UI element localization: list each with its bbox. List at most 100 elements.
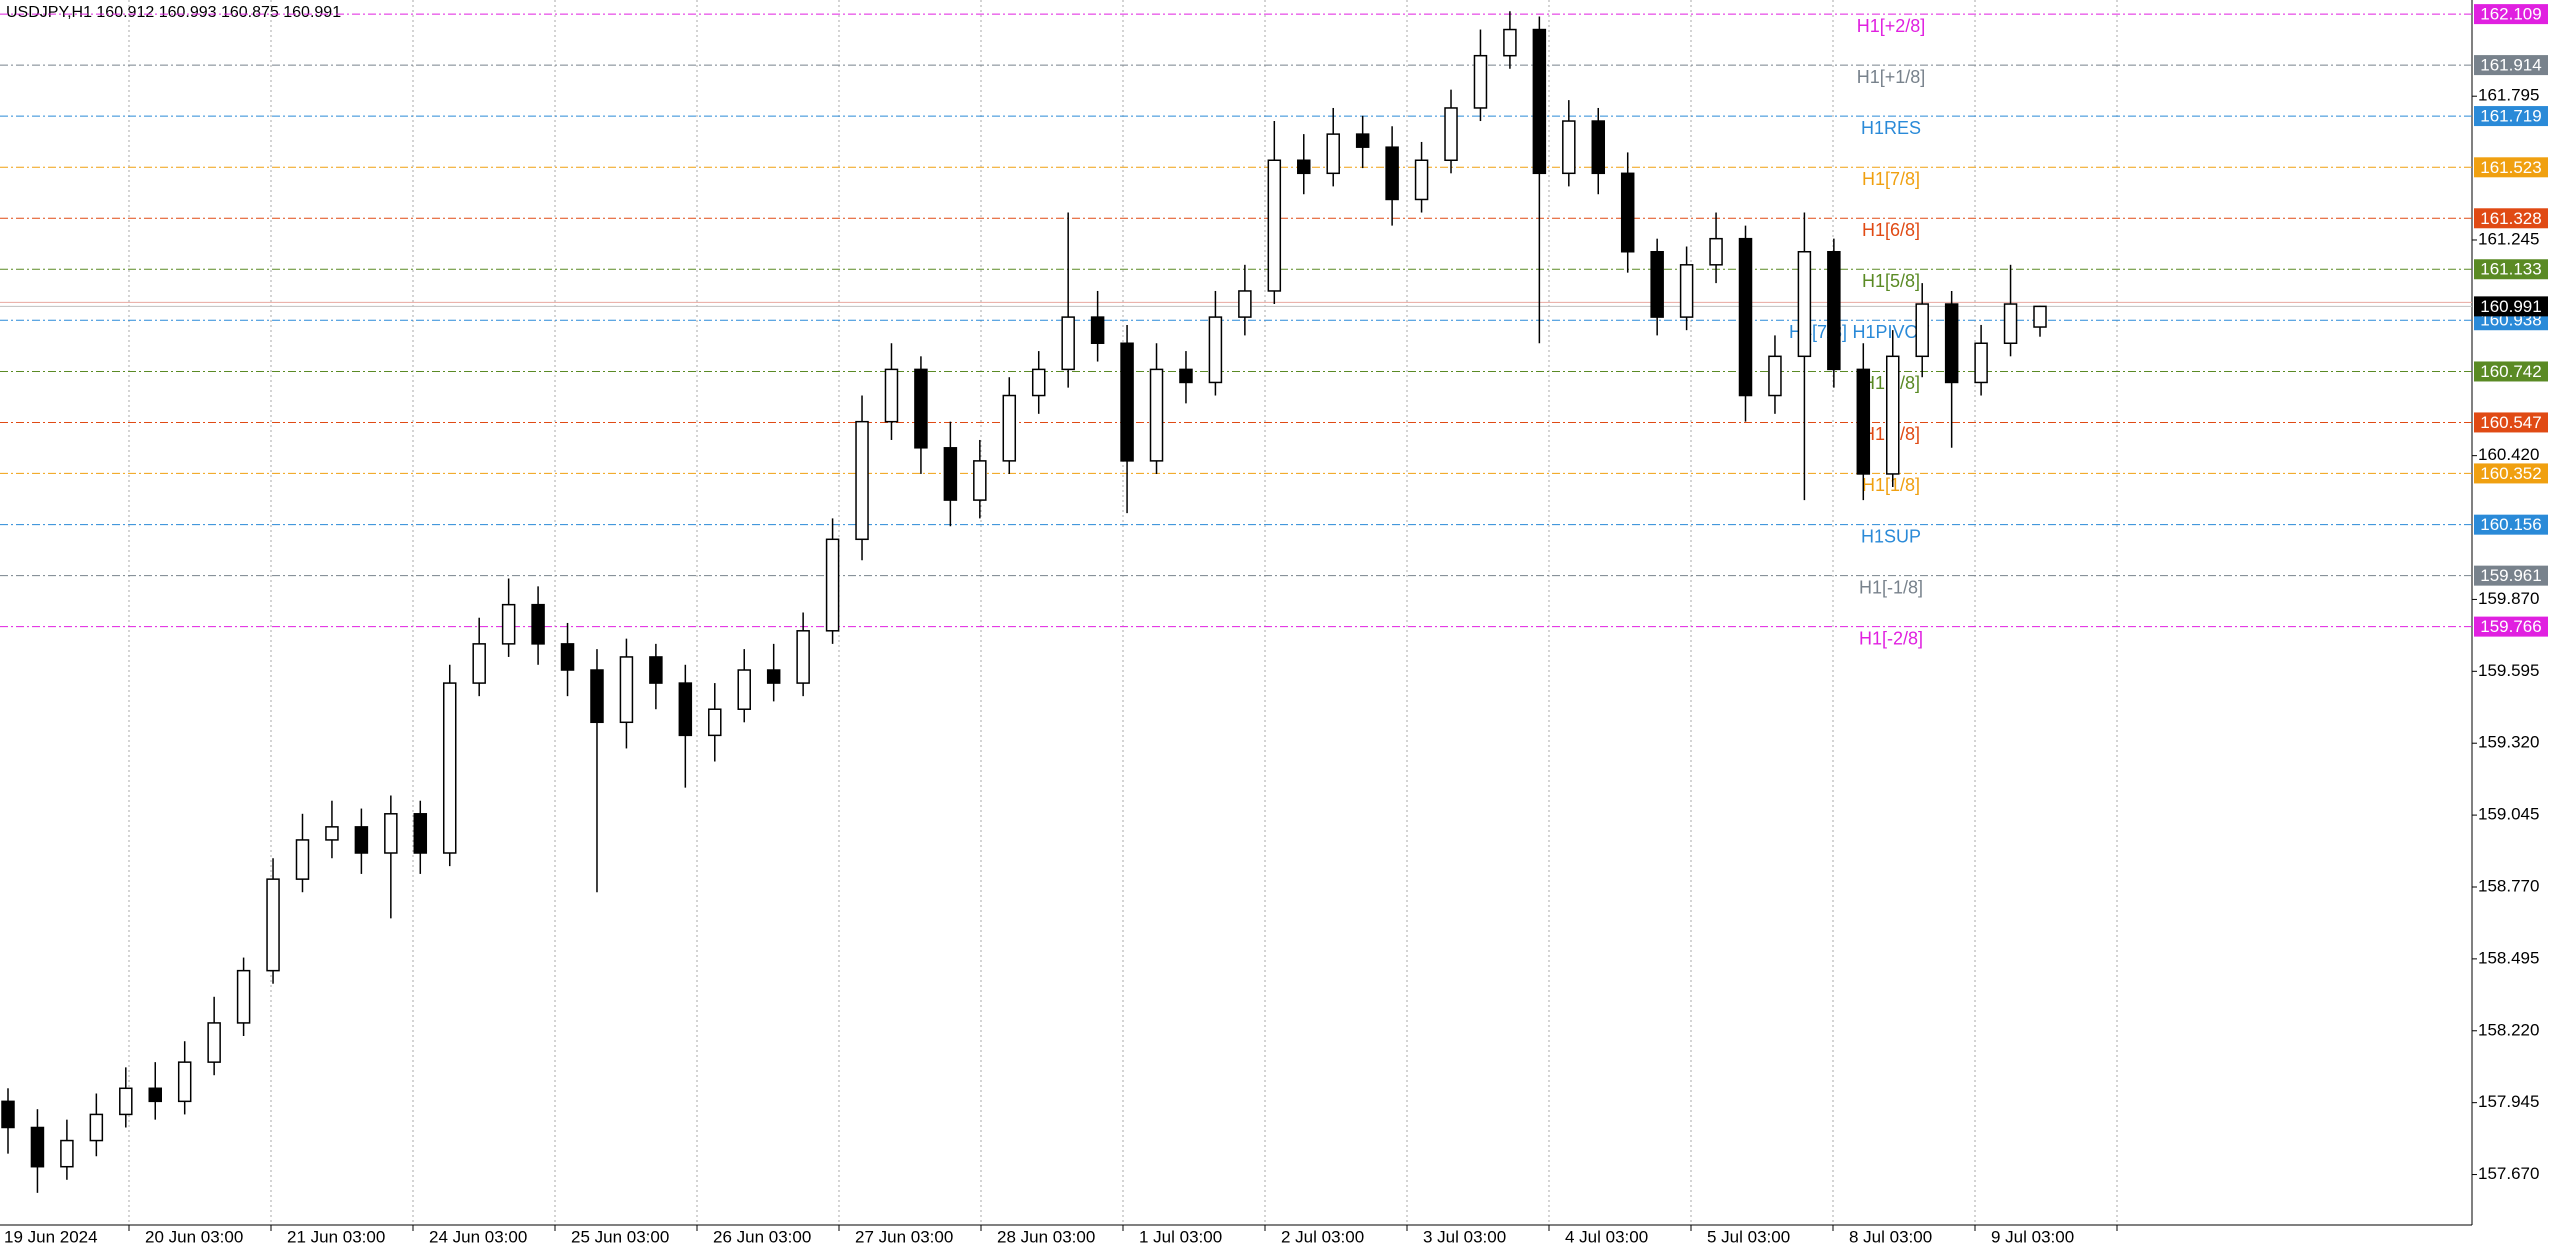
x-tick-label: 4 Jul 03:00 — [1565, 1227, 1648, 1246]
candle-body — [1414, 159, 1429, 201]
level-name: H1[6/8] — [1862, 220, 1920, 240]
candle-body — [1149, 368, 1164, 462]
candle-body — [1179, 368, 1193, 384]
candle-body — [1238, 290, 1252, 318]
level-price-tag-bg — [2474, 157, 2548, 178]
candle-body — [1915, 303, 1929, 358]
last-price-tag: 160.991 — [2480, 297, 2541, 316]
level-price-tag-bg — [2474, 412, 2548, 433]
candle-body — [295, 839, 310, 880]
level-name: H1PIVOT — [1852, 322, 1929, 342]
level-price-tag-bg — [2474, 4, 2548, 25]
level-name: H1[1/8] — [1862, 475, 1920, 495]
level-name: H1RES — [1861, 118, 1921, 138]
candle-body — [236, 969, 251, 1024]
y-tick-label: 161.245 — [2478, 229, 2539, 248]
y-tick-label: 159.045 — [2478, 805, 2539, 824]
level-price-tag-bg — [2474, 55, 2548, 76]
candle-body — [1503, 28, 1517, 57]
candle-body — [413, 813, 428, 854]
candle-body — [1650, 250, 1664, 318]
x-tick-label: 3 Jul 03:00 — [1423, 1227, 1506, 1246]
level-price-tag: 161.719 — [2480, 107, 2541, 126]
level-price-tag: 160.156 — [2480, 515, 2541, 534]
y-tick-label: 159.320 — [2478, 733, 2539, 752]
candle-body — [1267, 159, 1282, 292]
candle-body — [1856, 368, 1871, 475]
level-price-tag: 161.523 — [2480, 158, 2541, 177]
candle-body — [442, 682, 457, 854]
candle-body — [1208, 316, 1223, 384]
y-tick-label: 159.595 — [2478, 661, 2539, 680]
y-tick-label: 158.220 — [2478, 1020, 2539, 1039]
level-name: H1[-1/8] — [1859, 577, 1923, 597]
y-tick-label: 160.420 — [2478, 445, 2539, 464]
candle-body — [649, 656, 663, 684]
candle-body — [1620, 172, 1635, 253]
x-tick-label: 20 Jun 03:00 — [145, 1227, 243, 1246]
candle-body — [1562, 120, 1576, 175]
x-tick-label: 1 Jul 03:00 — [1139, 1227, 1222, 1246]
level-price-tag-bg — [2474, 565, 2548, 586]
candle-body — [1768, 355, 1782, 397]
level-price-tag-bg — [2474, 616, 2548, 637]
candle-body — [1944, 303, 1959, 384]
level-price-tag-bg — [2474, 514, 2548, 535]
level-name: H1[+2/8] — [1857, 16, 1926, 36]
level-price-tag: 162.109 — [2480, 5, 2541, 24]
candle-body — [590, 669, 604, 724]
candle-body — [1031, 368, 1046, 397]
candle-body — [1355, 133, 1370, 148]
candle-body — [973, 460, 987, 501]
candle-body — [766, 669, 781, 684]
x-tick-label: 21 Jun 03:00 — [287, 1227, 385, 1246]
candle-body — [1090, 316, 1105, 344]
candle-body — [678, 682, 693, 737]
candle-body — [1709, 237, 1723, 266]
level-price-tag: 161.133 — [2480, 260, 2541, 279]
y-tick-label: 158.770 — [2478, 876, 2539, 895]
y-tick-label: 158.495 — [2478, 948, 2539, 967]
x-tick-label: 19 Jun 2024 — [4, 1227, 98, 1246]
level-price-tag-bg — [2474, 106, 2548, 127]
candle-body — [884, 368, 899, 423]
candle-body — [354, 826, 369, 854]
candle-body — [1444, 107, 1458, 161]
candle-body — [1120, 342, 1134, 462]
x-tick-label: 24 Jun 03:00 — [429, 1227, 527, 1246]
level-price-tag: 161.328 — [2480, 209, 2541, 228]
level-price-tag-bg — [2474, 208, 2548, 229]
candle-body — [796, 630, 810, 684]
candle-body — [177, 1061, 192, 1103]
chart-title: USDJPY,H1 160.912 160.993 160.875 160.99… — [6, 4, 341, 21]
candle-body — [148, 1087, 162, 1103]
candle-body — [708, 708, 722, 737]
candle-body — [266, 878, 280, 972]
candle-body — [1532, 28, 1547, 175]
candle-body — [2003, 303, 2018, 344]
candle-body — [89, 1113, 104, 1142]
x-tick-label: 28 Jun 03:00 — [997, 1227, 1095, 1246]
candle-body — [119, 1087, 133, 1116]
level-name: H1SUP — [1861, 526, 1921, 546]
candle-body — [531, 603, 545, 645]
level-price-tag: 160.742 — [2480, 362, 2541, 381]
level-price-tag: 160.352 — [2480, 464, 2541, 483]
candle-body — [325, 826, 339, 841]
candle-body — [30, 1126, 45, 1168]
last-price-tag-bg — [2474, 296, 2548, 317]
level-price-tag: 161.914 — [2480, 56, 2541, 75]
candle-body — [825, 538, 840, 632]
candle-body — [914, 368, 928, 449]
x-tick-label: 9 Jul 03:00 — [1991, 1227, 2074, 1246]
candle-body — [560, 643, 575, 671]
candle-body — [1679, 264, 1694, 318]
y-tick-label: 157.945 — [2478, 1092, 2539, 1111]
candle-body — [1061, 316, 1075, 371]
x-tick-label: 5 Jul 03:00 — [1707, 1227, 1790, 1246]
y-tick-label: 157.670 — [2478, 1164, 2539, 1183]
candle-body — [737, 669, 751, 710]
candle-body — [1738, 237, 1753, 397]
x-tick-label: 26 Jun 03:00 — [713, 1227, 811, 1246]
